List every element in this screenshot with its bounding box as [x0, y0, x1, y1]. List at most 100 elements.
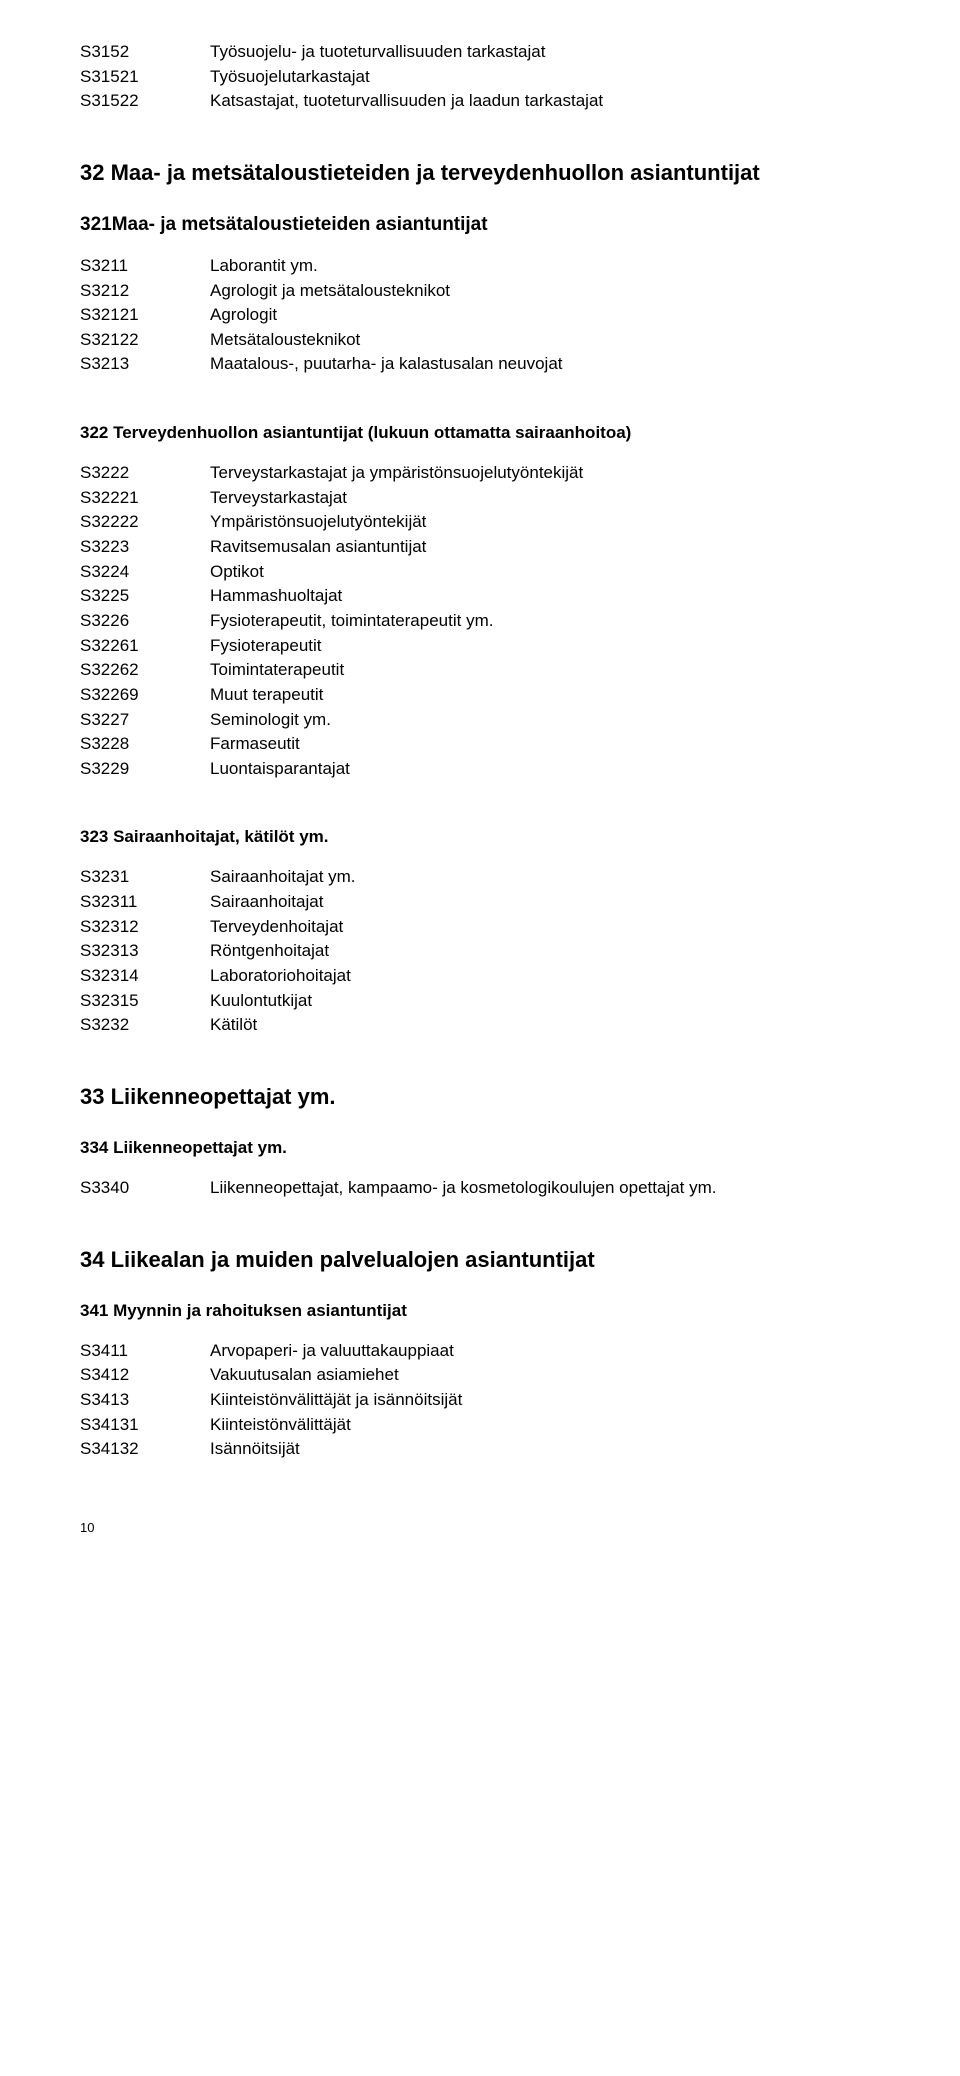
classification-entry: S3222Terveystarkastajat ja ympäristönsuo…: [80, 461, 900, 486]
entry-code: S32269: [80, 683, 210, 708]
classification-entry: S32262Toimintaterapeutit: [80, 658, 900, 683]
entry-code: S3225: [80, 584, 210, 609]
entry-label: Laborantit ym.: [210, 254, 900, 279]
classification-entry: S3213Maatalous-, puutarha- ja kalastusal…: [80, 352, 900, 377]
entry-label: Kiinteistönvälittäjät ja isännöitsijät: [210, 1388, 900, 1413]
entry-code: S3211: [80, 254, 210, 279]
entry-code: S34131: [80, 1413, 210, 1438]
entry-label: Laboratoriohoitajat: [210, 964, 900, 989]
entry-label: Katsastajat, tuoteturvallisuuden ja laad…: [210, 89, 900, 114]
entry-code: S3212: [80, 279, 210, 304]
classification-entry: S3211Laborantit ym.: [80, 254, 900, 279]
classification-entry: S31521Työsuojelutarkastajat: [80, 65, 900, 90]
entry-code: S3411: [80, 1339, 210, 1364]
section-heading: 323 Sairaanhoitajat, kätilöt ym.: [80, 827, 900, 847]
classification-entry: S3227Seminologit ym.: [80, 708, 900, 733]
classification-entry: S3226Fysioterapeutit, toimintaterapeutit…: [80, 609, 900, 634]
page-number: 10: [80, 1520, 900, 1535]
classification-entry: S32122Metsätalousteknikot: [80, 328, 900, 353]
entry-code: S32313: [80, 939, 210, 964]
section-heading: 341 Myynnin ja rahoituksen asiantuntijat: [80, 1301, 900, 1321]
entry-code: S3223: [80, 535, 210, 560]
entry-label: Röntgenhoitajat: [210, 939, 900, 964]
classification-entry: S32315Kuulontutkijat: [80, 989, 900, 1014]
entry-code: S3152: [80, 40, 210, 65]
block-gap: [80, 1038, 900, 1056]
entry-label: Työsuojelutarkastajat: [210, 65, 900, 90]
classification-entry: S3231Sairaanhoitajat ym.: [80, 865, 900, 890]
section-heading: 33 Liikenneopettajat ym.: [80, 1084, 900, 1110]
classification-entry: S34132Isännöitsijät: [80, 1437, 900, 1462]
classification-entry: S32312Terveydenhoitajat: [80, 915, 900, 940]
entry-label: Vakuutusalan asiamiehet: [210, 1363, 900, 1388]
entry-code: S32312: [80, 915, 210, 940]
section-heading: 321Maa- ja metsätaloustieteiden asiantun…: [80, 214, 900, 236]
classification-entry: S32221Terveystarkastajat: [80, 486, 900, 511]
entry-label: Terveydenhoitajat: [210, 915, 900, 940]
entry-label: Terveystarkastajat: [210, 486, 900, 511]
document-body: S3152Työsuojelu- ja tuoteturvallisuuden …: [80, 40, 900, 1480]
entry-code: S3213: [80, 352, 210, 377]
classification-entry: S3340Liikenneopettajat, kampaamo- ja kos…: [80, 1176, 900, 1201]
classification-entry: S3232Kätilöt: [80, 1013, 900, 1038]
entry-code: S32222: [80, 510, 210, 535]
entry-label: Isännöitsijät: [210, 1437, 900, 1462]
entry-code: S32315: [80, 989, 210, 1014]
entry-label: Fysioterapeutit, toimintaterapeutit ym.: [210, 609, 900, 634]
entry-code: S31521: [80, 65, 210, 90]
entry-label: Seminologit ym.: [210, 708, 900, 733]
classification-entry: S3413Kiinteistönvälittäjät ja isännöitsi…: [80, 1388, 900, 1413]
classification-entry: S3228Farmaseutit: [80, 732, 900, 757]
entry-label: Farmaseutit: [210, 732, 900, 757]
entry-label: Fysioterapeutit: [210, 634, 900, 659]
entry-code: S3340: [80, 1176, 210, 1201]
entry-code: S3232: [80, 1013, 210, 1038]
entry-code: S3229: [80, 757, 210, 782]
entry-code: S32314: [80, 964, 210, 989]
entry-label: Optikot: [210, 560, 900, 585]
block-gap: [80, 1462, 900, 1480]
block-gap: [80, 781, 900, 799]
block-gap: [80, 1201, 900, 1219]
entry-code: S32262: [80, 658, 210, 683]
entry-label: Terveystarkastajat ja ympäristönsuojelut…: [210, 461, 900, 486]
entry-code: S3231: [80, 865, 210, 890]
entry-label: Arvopaperi- ja valuuttakauppiaat: [210, 1339, 900, 1364]
classification-entry: S3223Ravitsemusalan asiantuntijat: [80, 535, 900, 560]
classification-entry: S34131Kiinteistönvälittäjät: [80, 1413, 900, 1438]
entry-label: Ympäristönsuojelutyöntekijät: [210, 510, 900, 535]
entry-label: Hammashuoltajat: [210, 584, 900, 609]
entry-label: Agrologit: [210, 303, 900, 328]
entry-code: S3222: [80, 461, 210, 486]
entry-label: Toimintaterapeutit: [210, 658, 900, 683]
entry-label: Luontaisparantajat: [210, 757, 900, 782]
classification-entry: S3411Arvopaperi- ja valuuttakauppiaat: [80, 1339, 900, 1364]
classification-entry: S3229Luontaisparantajat: [80, 757, 900, 782]
entry-code: S3227: [80, 708, 210, 733]
entry-label: Muut terapeutit: [210, 683, 900, 708]
entry-code: S32122: [80, 328, 210, 353]
entry-code: S31522: [80, 89, 210, 114]
entry-label: Kätilöt: [210, 1013, 900, 1038]
entry-label: Agrologit ja metsätalousteknikot: [210, 279, 900, 304]
entry-label: Kiinteistönvälittäjät: [210, 1413, 900, 1438]
entry-code: S3224: [80, 560, 210, 585]
classification-entry: S3224Optikot: [80, 560, 900, 585]
classification-entry: S3212Agrologit ja metsätalousteknikot: [80, 279, 900, 304]
entry-code: S32121: [80, 303, 210, 328]
entry-label: Työsuojelu- ja tuoteturvallisuuden tarka…: [210, 40, 900, 65]
classification-entry: S32269Muut terapeutit: [80, 683, 900, 708]
section-heading: 334 Liikenneopettajat ym.: [80, 1138, 900, 1158]
entry-code: S3228: [80, 732, 210, 757]
block-gap: [80, 377, 900, 395]
classification-entry: S32311Sairaanhoitajat: [80, 890, 900, 915]
classification-entry: S3412Vakuutusalan asiamiehet: [80, 1363, 900, 1388]
entry-code: S32221: [80, 486, 210, 511]
entry-code: S32261: [80, 634, 210, 659]
classification-entry: S32313Röntgenhoitajat: [80, 939, 900, 964]
entry-label: Sairaanhoitajat: [210, 890, 900, 915]
classification-entry: S32121Agrologit: [80, 303, 900, 328]
classification-entry: S32314Laboratoriohoitajat: [80, 964, 900, 989]
section-heading: 34 Liikealan ja muiden palvelualojen asi…: [80, 1247, 900, 1273]
entry-label: Ravitsemusalan asiantuntijat: [210, 535, 900, 560]
